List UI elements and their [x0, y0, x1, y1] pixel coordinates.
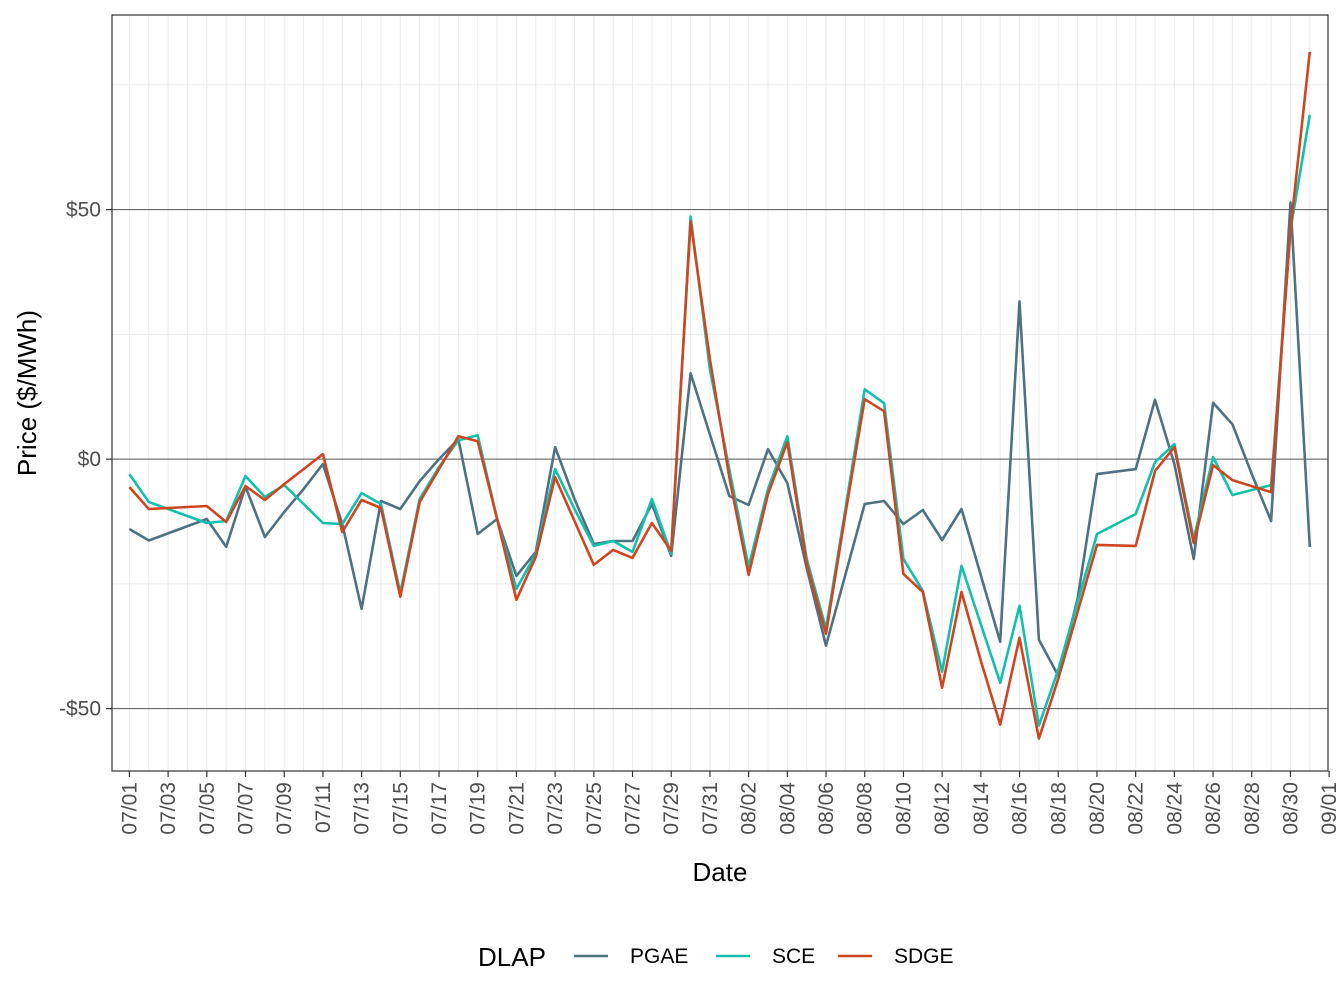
- x-tick-label: 08/28: [1241, 782, 1264, 835]
- x-tick-label: 08/30: [1279, 782, 1302, 835]
- x-tick-label: 07/03: [157, 782, 180, 835]
- legend-title: DLAP: [478, 942, 546, 972]
- legend-label-sdge: SDGE: [894, 945, 954, 968]
- x-tick-label: 08/06: [815, 782, 838, 835]
- x-tick-label: 07/17: [428, 782, 451, 835]
- x-tick-label: 07/19: [467, 782, 490, 835]
- x-tick-label: 08/24: [1163, 782, 1186, 835]
- x-tick-label: 07/25: [583, 782, 606, 835]
- x-tick-label: 08/08: [854, 782, 877, 835]
- y-tick-label: -$50: [59, 698, 101, 721]
- x-tick-label: 07/11: [312, 782, 335, 833]
- y-tick-label: $50: [66, 199, 101, 222]
- x-tick-label: 09/01: [1318, 782, 1341, 835]
- y-tick-label: $0: [78, 448, 101, 471]
- x-tick-label: 08/16: [1009, 782, 1032, 835]
- x-tick-label: 07/13: [351, 782, 374, 835]
- x-tick-label: 07/21: [505, 782, 528, 835]
- x-axis-title: Date: [693, 857, 748, 887]
- series-lines: [128, 51, 1312, 740]
- series-line-sce: [128, 114, 1312, 727]
- x-tick-label: 07/29: [660, 782, 683, 835]
- x-tick-label: 07/01: [118, 782, 141, 835]
- series-line-pgae: [128, 201, 1312, 677]
- axes: -$50 $0 $50 07/01 07/03 07/05 07/07 07/09 07/11 0…: [59, 199, 1341, 835]
- series-line-sdge: [128, 51, 1312, 740]
- x-tick-label: 07/09: [273, 782, 296, 835]
- x-tick-label: 07/07: [235, 782, 258, 835]
- x-tick-label: 07/31: [699, 782, 722, 835]
- x-tick-label: 07/23: [544, 782, 567, 835]
- grid: [112, 15, 1328, 771]
- x-tick-label: 07/15: [389, 782, 412, 835]
- x-tick-label: 08/12: [931, 782, 954, 835]
- x-tick-label: 08/26: [1202, 782, 1225, 835]
- x-tick-label: 08/22: [1125, 782, 1148, 835]
- x-tick-label: 08/10: [892, 782, 915, 835]
- x-tick-label: 08/02: [738, 782, 761, 835]
- x-tick-label: 08/20: [1086, 782, 1109, 835]
- x-tick-label: 07/27: [622, 782, 645, 835]
- legend-label-sce: SCE: [772, 945, 815, 968]
- x-tick-label: 08/04: [776, 782, 799, 835]
- x-tick-label: 08/14: [970, 782, 993, 835]
- x-tick-label: 08/18: [1047, 782, 1070, 835]
- legend: DLAP PGAE SCE SDGE: [478, 942, 954, 972]
- x-tick-label: 07/05: [196, 782, 219, 835]
- legend-label-pgae: PGAE: [630, 945, 688, 968]
- y-axis-title: Price ($/MWh): [12, 310, 42, 476]
- panel-border: [111, 14, 1329, 772]
